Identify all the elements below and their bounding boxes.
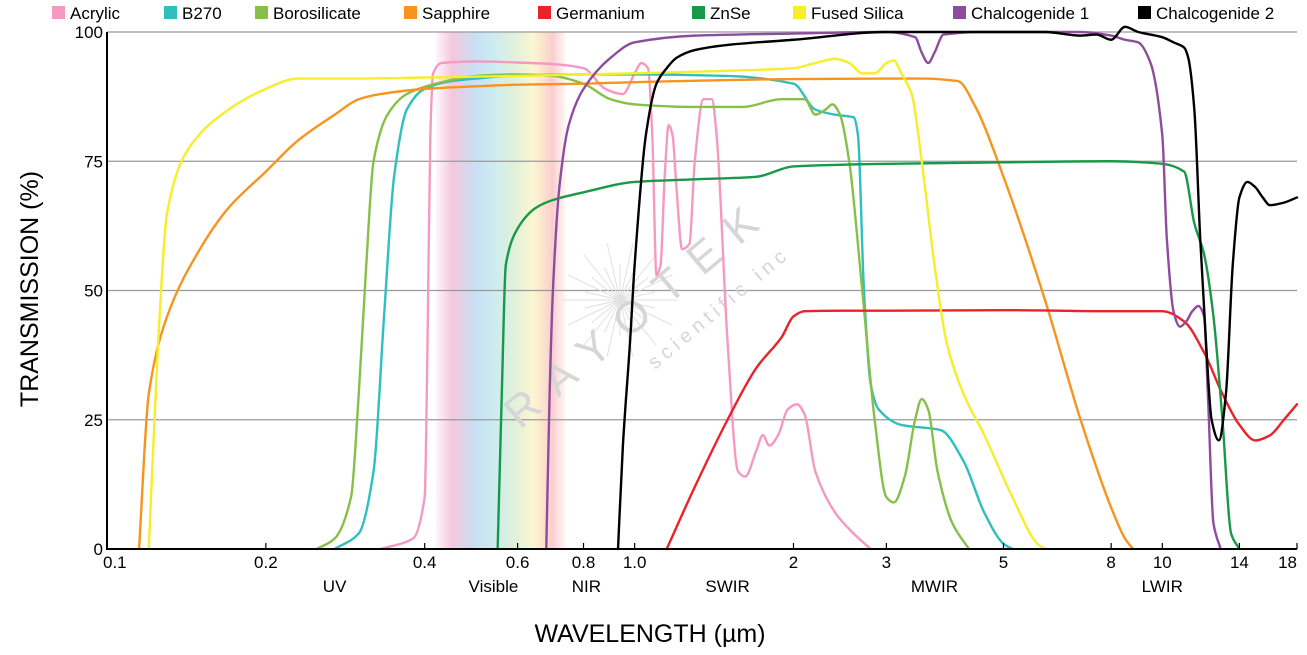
x-tick-label: 8	[1106, 553, 1115, 572]
watermark-ray	[619, 299, 637, 333]
x-axis-title: WAVELENGTH (µm)	[534, 620, 765, 648]
legend-swatch	[404, 6, 417, 19]
axes: 0.1 0.2 0.4 0.6 0.8 1.0 2 3 5 8 10 14 18 0 25 50 75 100 UV…	[75, 23, 1298, 596]
legend-label: Fused Silica	[811, 4, 904, 23]
series-line-chalcogenide-2	[616, 25, 1299, 551]
legend-label: Chalcogenide 2	[1156, 4, 1274, 23]
watermark-ray	[619, 299, 649, 323]
region-label-mwir: MWIR	[911, 577, 958, 596]
watermark-ray	[619, 243, 634, 301]
watermark-ray	[567, 299, 621, 326]
legend-item-acrylic: Acrylic	[52, 4, 121, 23]
legend-swatch	[255, 6, 268, 19]
legend-swatch	[953, 6, 966, 19]
x-tick-label: 3	[882, 553, 891, 572]
watermark-ray	[583, 254, 621, 301]
legend-item-b270: B270	[164, 4, 222, 23]
legend-label: B270	[182, 4, 222, 23]
series-line-acrylic	[379, 60, 872, 551]
y-axis-title: TRANSMISSION (%)	[16, 171, 44, 407]
legend-swatch	[1138, 6, 1151, 19]
x-tick-label: 14	[1230, 553, 1249, 572]
legend-item-znse: ZnSe	[692, 4, 751, 23]
region-label-visible: Visible	[469, 577, 519, 596]
watermark-ray	[603, 299, 621, 333]
legend-swatch	[692, 6, 705, 19]
x-tick-label: 0.2	[254, 553, 278, 572]
legend: Acrylic B270 Borosilicate Sapphire Germanium…	[52, 4, 1274, 23]
y-tick-label: 0	[94, 540, 103, 559]
region-label-swir: SWIR	[705, 577, 749, 596]
legend-item-borosilicate: Borosilicate	[255, 4, 361, 23]
watermark-ray	[606, 299, 621, 357]
legend-label: Acrylic	[70, 4, 121, 23]
region-label-lwir: LWIR	[1142, 577, 1183, 596]
region-label-nir: NIR	[572, 577, 601, 596]
x-tick-label: 18	[1278, 553, 1297, 572]
legend-item-chalcogenide-2: Chalcogenide 2	[1138, 4, 1274, 23]
watermark-ray	[584, 299, 621, 309]
series-line-germanium	[665, 308, 1299, 551]
x-tick-label: 0.6	[506, 553, 530, 572]
legend-label: Germanium	[556, 4, 645, 23]
legend-item-germanium: Germanium	[538, 4, 645, 23]
watermark-ray	[619, 254, 657, 301]
watermark-ray	[584, 291, 621, 301]
watermark-ray	[603, 267, 621, 301]
watermark-ray	[583, 299, 621, 346]
watermark-ray	[619, 299, 673, 326]
x-tick-label: 2	[789, 553, 798, 572]
legend-swatch	[164, 6, 177, 19]
legend-item-chalcogenide-1: Chalcogenide 1	[953, 4, 1089, 23]
legend-swatch	[793, 6, 806, 19]
watermark-ray	[591, 277, 621, 301]
legend-item-sapphire: Sapphire	[404, 4, 490, 23]
x-tick-label: 0.4	[413, 553, 437, 572]
legend-label: Sapphire	[422, 4, 490, 23]
series-line-fused-silica	[147, 57, 1047, 551]
y-tick-label: 25	[84, 411, 103, 430]
watermark-ray	[619, 299, 657, 346]
watermark-ray	[619, 291, 656, 301]
x-tick-label: 10	[1153, 553, 1172, 572]
x-tick-label: 0.1	[103, 553, 127, 572]
x-tick-label: 1.0	[623, 553, 647, 572]
legend-item-fused-silica: Fused Silica	[793, 4, 904, 23]
series-lines	[137, 25, 1299, 551]
watermark-ray	[591, 299, 621, 323]
series-line-borosilicate	[315, 73, 971, 551]
series-line-sapphire	[137, 77, 1135, 551]
legend-label: ZnSe	[710, 4, 751, 23]
legend-swatch	[538, 6, 551, 19]
legend-label: Chalcogenide 1	[971, 4, 1089, 23]
watermark-ray	[619, 299, 656, 309]
region-label-uv: UV	[323, 577, 347, 596]
y-tick-label: 50	[84, 282, 103, 301]
watermark-ray	[567, 274, 621, 301]
legend-swatch	[52, 6, 65, 19]
watermark-ray	[619, 274, 673, 301]
watermark-ray	[606, 243, 621, 301]
legend-label: Borosilicate	[273, 4, 361, 23]
x-tick-label: 0.8	[572, 553, 596, 572]
x-tick-label: 5	[999, 553, 1008, 572]
y-tick-label: 75	[84, 152, 103, 171]
y-tick-label: 100	[75, 23, 103, 42]
series-line-znse	[496, 160, 1241, 551]
